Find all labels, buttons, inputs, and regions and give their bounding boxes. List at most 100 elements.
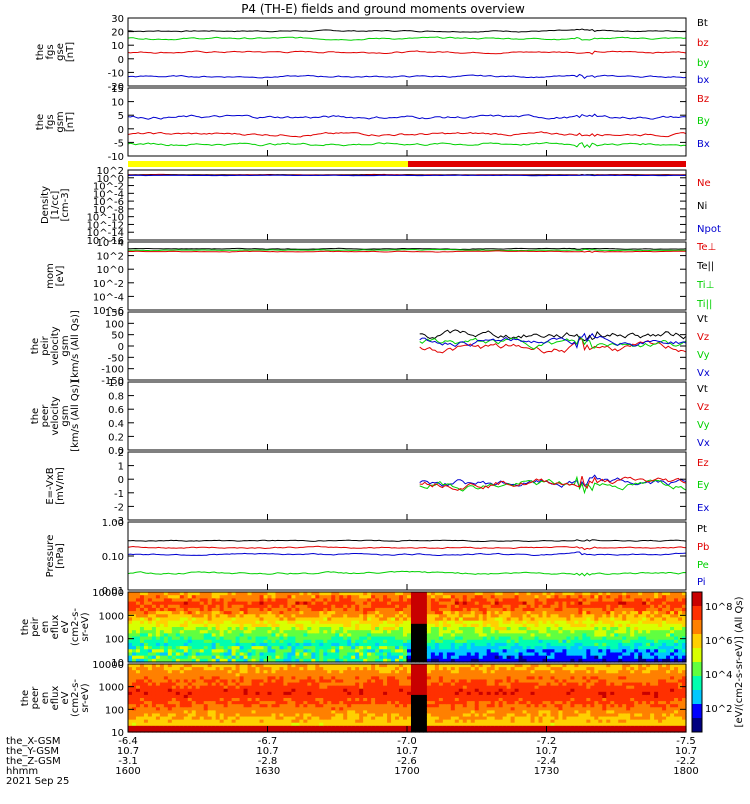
y-axis-label: thepeervelocitygsm[km/s (All Qs)] bbox=[30, 380, 81, 452]
y-tick-label: 100 bbox=[105, 319, 124, 330]
series-line-pe bbox=[128, 571, 686, 576]
y-axis-label: thefgsgse[nT] bbox=[35, 42, 76, 62]
y-tick-label: 0 bbox=[118, 475, 124, 486]
legend-pb: Pb bbox=[697, 542, 709, 553]
panels: Btbzbybx3020100-10-20thefgsgse[nT]BzByBx… bbox=[20, 14, 745, 739]
y-tick-label: -10 bbox=[108, 68, 124, 79]
series-line-bz bbox=[128, 51, 686, 54]
y-tick-label: 10 bbox=[111, 41, 124, 52]
legend-pe: Pe bbox=[697, 560, 709, 571]
y-tick-label: 10000 bbox=[92, 588, 124, 599]
y-axis-label: E=-VxB[mV/m] bbox=[45, 467, 66, 505]
y-axis-label-line: [mV/m] bbox=[55, 467, 66, 505]
legend-te||: Te|| bbox=[696, 261, 714, 272]
legend-ti⊥: Ti⊥ bbox=[696, 280, 714, 291]
series-line-by bbox=[128, 143, 686, 148]
series-line-bz bbox=[128, 132, 686, 137]
y-axis-label-line: sr-eV) bbox=[80, 612, 91, 641]
y-tick-label: -1 bbox=[114, 489, 124, 500]
y-axis-label: thefgsgsm[nT] bbox=[35, 111, 76, 132]
legend-pt: Pt bbox=[697, 524, 707, 535]
y-tick-label: 150 bbox=[105, 308, 124, 319]
series-line-vt bbox=[420, 330, 686, 341]
y-tick-label: -100 bbox=[101, 365, 124, 376]
panel5: VtVzVyVx150100500-50-100-150thepeirveloc… bbox=[30, 308, 710, 387]
y-tick-label: 0 bbox=[118, 125, 124, 136]
panel9: 10000100010010thepeirenefluxeV(cm2-s-sr-… bbox=[20, 588, 687, 669]
series-line-npot bbox=[128, 175, 686, 176]
y-tick-label: 20 bbox=[111, 28, 124, 39]
y-tick-label: 10 bbox=[111, 98, 124, 109]
y-tick-label: 15 bbox=[111, 84, 124, 95]
panel4: Te⊥Te||Ti⊥Ti||10^410^210^010^-210^-410^-… bbox=[45, 238, 716, 317]
legend-ex: Ex bbox=[697, 503, 709, 514]
y-axis-label: mom[eV] bbox=[45, 263, 66, 289]
series-line-tp bbox=[128, 251, 686, 253]
y-tick-label: 0 bbox=[118, 55, 124, 66]
legend-bt: Bt bbox=[697, 18, 708, 29]
y-axis-label: thepeirenefluxeV(cm2-s-sr-eV) bbox=[20, 608, 91, 646]
legend-vt: Vt bbox=[697, 384, 708, 395]
panel-frame bbox=[128, 382, 686, 450]
series-line-bx bbox=[128, 75, 686, 79]
legend-ni: Ni bbox=[697, 201, 707, 212]
panel-frame bbox=[128, 452, 686, 520]
y-axis-label-line: [km/s (All Qs)] bbox=[70, 380, 81, 452]
series-line-bx bbox=[128, 114, 686, 119]
series-line-ti bbox=[128, 249, 686, 250]
legend-vy: Vy bbox=[697, 420, 710, 431]
y-axis-label-line: [nT] bbox=[65, 42, 76, 62]
legend-vz: Vz bbox=[697, 402, 709, 413]
legend-npot: Npot bbox=[697, 224, 721, 235]
legend-ne: Ne bbox=[697, 178, 711, 189]
series-line-pi bbox=[128, 552, 686, 556]
mode-bar-slow bbox=[128, 161, 408, 167]
y-tick-label: 10^2 bbox=[97, 252, 124, 263]
y-tick-label: 30 bbox=[111, 14, 124, 25]
y-tick-label: -50 bbox=[108, 353, 124, 364]
y-tick-label: 0.8 bbox=[108, 392, 124, 403]
series-line-by bbox=[128, 37, 686, 40]
y-tick-label: 0.2 bbox=[108, 432, 124, 443]
y-tick-label: 0.6 bbox=[108, 405, 124, 416]
y-axis-label-line: [cm-3] bbox=[60, 188, 71, 221]
plot-title: P4 (TH-E) fields and ground moments over… bbox=[241, 2, 525, 16]
panel-frame bbox=[128, 170, 686, 240]
y-tick-label: 2 bbox=[118, 448, 124, 459]
y-axis-label-line: [nT] bbox=[65, 112, 76, 132]
y-tick-label: -5 bbox=[114, 138, 124, 149]
legend-bz: bz bbox=[697, 38, 709, 49]
panel-frame bbox=[128, 522, 686, 590]
y-tick-label: 10^4 bbox=[97, 238, 124, 249]
y-axis-label-line: [km/s (All Qs)] bbox=[70, 310, 81, 382]
y-tick-label: 0.10 bbox=[102, 552, 124, 563]
legend-vz: Vz bbox=[697, 332, 709, 343]
legend-bx: bx bbox=[697, 75, 709, 86]
legend-by: By bbox=[697, 116, 710, 127]
y-axis-label: thepeirvelocitygsm[km/s (All Qs)] bbox=[30, 310, 81, 382]
legend-pi: Pi bbox=[697, 577, 706, 588]
y-axis-label: Density[1/cc][cm-3] bbox=[40, 186, 71, 224]
series-line-bt bbox=[128, 29, 686, 32]
y-axis-label-line: [eV] bbox=[55, 266, 66, 287]
series-line-pb bbox=[128, 546, 686, 549]
legend-by: by bbox=[697, 58, 709, 69]
y-tick-label: 1 bbox=[118, 462, 124, 473]
y-tick-label: 5 bbox=[118, 111, 124, 122]
legend-vx: Vx bbox=[697, 438, 710, 449]
series-line-ez bbox=[420, 476, 686, 490]
panel6: VtVzVyVx1.00.80.60.40.20.0thepeervelocit… bbox=[30, 378, 710, 457]
panel3: NeNiNpot10^210^010^-210^-410^-610^-810^-… bbox=[40, 166, 721, 247]
legend-vt: Vt bbox=[697, 314, 708, 325]
y-tick-label: 50 bbox=[111, 331, 124, 342]
y-tick-label: -2 bbox=[114, 502, 124, 513]
y-tick-label: 10^-2 bbox=[93, 279, 124, 290]
y-tick-label: 10^0 bbox=[97, 265, 124, 276]
mode-bar-fast bbox=[408, 161, 686, 167]
